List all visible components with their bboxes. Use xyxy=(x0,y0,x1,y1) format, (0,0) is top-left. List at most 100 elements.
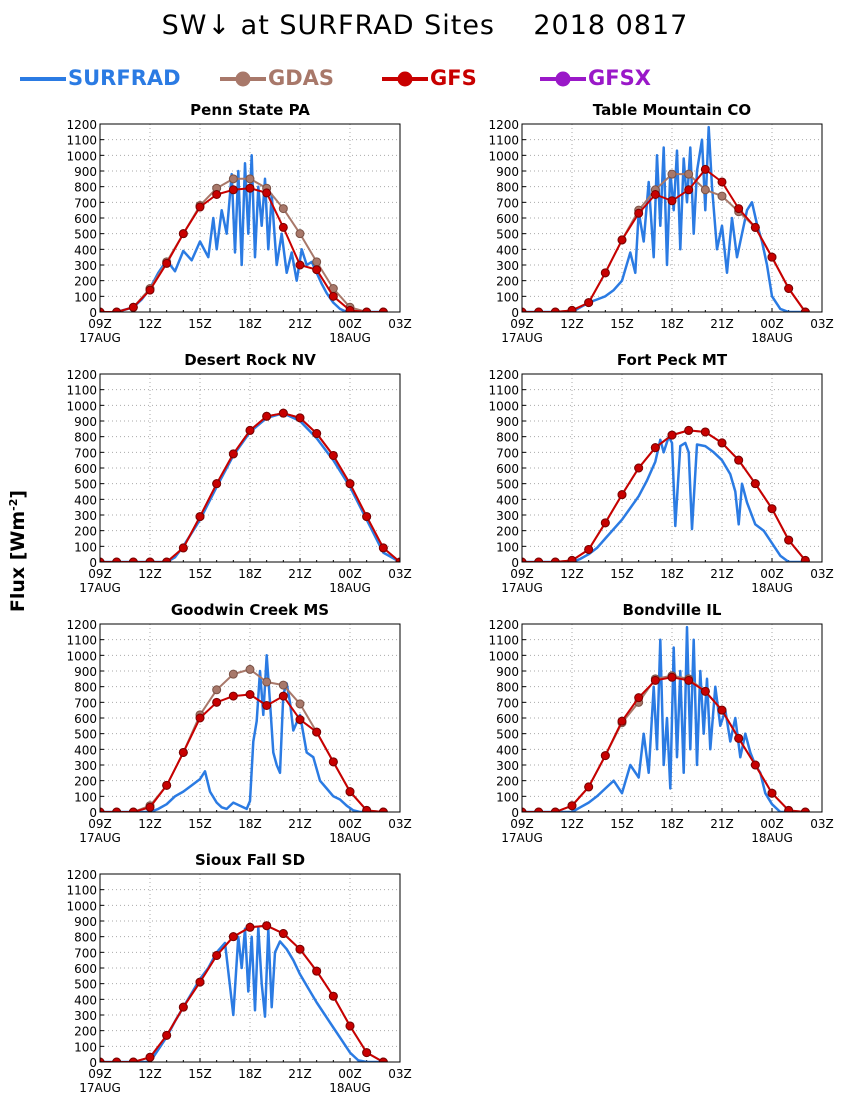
series-point-gfs xyxy=(295,260,305,270)
legend-label-gfsx: GFSX xyxy=(588,66,651,90)
series-point-gfs xyxy=(784,284,794,293)
series-point-gfs xyxy=(522,307,527,312)
series-point-gdas xyxy=(245,664,255,674)
y-tick-label: 300 xyxy=(496,759,519,773)
series-point-gfs xyxy=(362,805,372,812)
x-tick-label: 03Z xyxy=(388,817,412,831)
series-point-gfs xyxy=(128,807,138,812)
series-point-gfs xyxy=(700,427,710,437)
series-point-gfs xyxy=(228,449,238,459)
x-tick-label: 15Z xyxy=(188,1067,212,1081)
series-point-gfs xyxy=(522,807,527,812)
legend-label-surfrad: SURFRAD xyxy=(68,66,181,90)
series-point-gfs xyxy=(278,691,288,701)
y-tick-label: 200 xyxy=(74,525,97,539)
series-point-gfs xyxy=(162,258,172,268)
series-point-gfs xyxy=(667,430,677,440)
panel-title: Penn State PA xyxy=(190,101,310,119)
series-point-gfs xyxy=(634,208,644,218)
series-point-gfs xyxy=(128,302,138,312)
x-tick-label: 09Z xyxy=(510,317,534,331)
x-tick-label: 18Z xyxy=(660,817,684,831)
y-tick-label: 1100 xyxy=(488,634,519,648)
series-point-gfs xyxy=(667,196,677,206)
y-tick-label: 400 xyxy=(74,493,97,507)
y-tick-label: 400 xyxy=(74,243,97,257)
series-point-gfs xyxy=(378,807,388,812)
y-tick-label: 900 xyxy=(74,415,97,429)
series-point-gfs xyxy=(634,693,644,703)
series-point-gfs xyxy=(767,788,777,798)
y-tick-label: 1100 xyxy=(66,634,97,648)
series-point-gfs xyxy=(378,543,388,553)
series-point-gfs xyxy=(784,535,794,545)
series-point-gfs xyxy=(262,700,272,710)
y-tick-label: 0 xyxy=(89,806,97,820)
y-tick-label: 700 xyxy=(496,696,519,710)
series-line-gdas xyxy=(100,668,384,812)
y-tick-label: 800 xyxy=(74,931,97,945)
series-point-gdas xyxy=(700,185,710,195)
panel-title: Bondville IL xyxy=(623,601,722,619)
series-line-surfrad xyxy=(116,154,384,312)
x-tick-label: 15Z xyxy=(188,567,212,581)
x-date-label: 17AUG xyxy=(501,581,543,595)
series-point-gfs xyxy=(278,408,288,418)
series-point-gfs xyxy=(717,177,727,187)
x-tick-label: 03Z xyxy=(388,567,412,581)
series-point-gfs xyxy=(717,705,727,715)
series-point-gdas xyxy=(295,229,305,239)
y-tick-label: 300 xyxy=(496,509,519,523)
series-point-gfs xyxy=(684,185,694,195)
y-tick-label: 1100 xyxy=(488,134,519,148)
y-tick-label: 100 xyxy=(74,290,97,304)
y-tick-label: 800 xyxy=(496,431,519,445)
series-point-gfs xyxy=(534,557,544,562)
series-point-gfs xyxy=(245,425,255,435)
x-tick-label: 21Z xyxy=(710,567,734,581)
x-date-label: 17AUG xyxy=(79,581,121,595)
plot-frame xyxy=(99,373,401,563)
panel-title: Table Mountain CO xyxy=(593,101,751,119)
series-point-gfs xyxy=(362,307,372,312)
series-point-gfs xyxy=(567,555,577,562)
series-point-gfs xyxy=(800,807,810,812)
series-point-gfs xyxy=(328,991,338,1001)
y-tick-label: 300 xyxy=(496,259,519,273)
y-tick-label: 400 xyxy=(74,743,97,757)
y-tick-label: 200 xyxy=(74,775,97,789)
series-line-surfrad xyxy=(100,411,400,562)
series-point-gdas xyxy=(262,677,272,687)
series-point-gfs xyxy=(550,307,560,312)
y-tick-label: 700 xyxy=(496,446,519,460)
legend-marker-gfsx xyxy=(555,71,571,87)
y-tick-label: 600 xyxy=(74,462,97,476)
series-point-gfs xyxy=(145,1052,155,1062)
y-tick-label: 1100 xyxy=(488,384,519,398)
y-tick-label: 1100 xyxy=(66,384,97,398)
y-tick-label: 1100 xyxy=(66,134,97,148)
x-tick-label: 21Z xyxy=(288,567,312,581)
series-line-gfs xyxy=(100,693,384,812)
series-point-gfs xyxy=(534,307,544,312)
y-tick-label: 300 xyxy=(74,259,97,273)
series-line-gdas xyxy=(100,412,400,562)
series-point-gfs xyxy=(395,557,400,562)
series-point-gfs xyxy=(312,265,322,275)
y-tick-label: 800 xyxy=(74,681,97,695)
series-point-gdas xyxy=(312,257,322,267)
x-tick-label: 00Z xyxy=(338,817,362,831)
y-tick-label: 700 xyxy=(74,696,97,710)
series-point-gfs xyxy=(617,716,627,726)
y-tick-label: 300 xyxy=(74,1009,97,1023)
y-tick-label: 700 xyxy=(74,196,97,210)
series-point-gfs xyxy=(328,757,338,767)
y-tick-label: 1200 xyxy=(488,618,519,632)
series-point-gfs xyxy=(228,185,238,195)
series-point-gfs xyxy=(112,557,122,562)
series-point-gfs xyxy=(750,222,760,232)
series-point-gfs xyxy=(617,490,627,500)
y-tick-label: 400 xyxy=(74,993,97,1007)
x-tick-label: 09Z xyxy=(88,1067,112,1081)
series-line-gdas xyxy=(100,924,384,1062)
